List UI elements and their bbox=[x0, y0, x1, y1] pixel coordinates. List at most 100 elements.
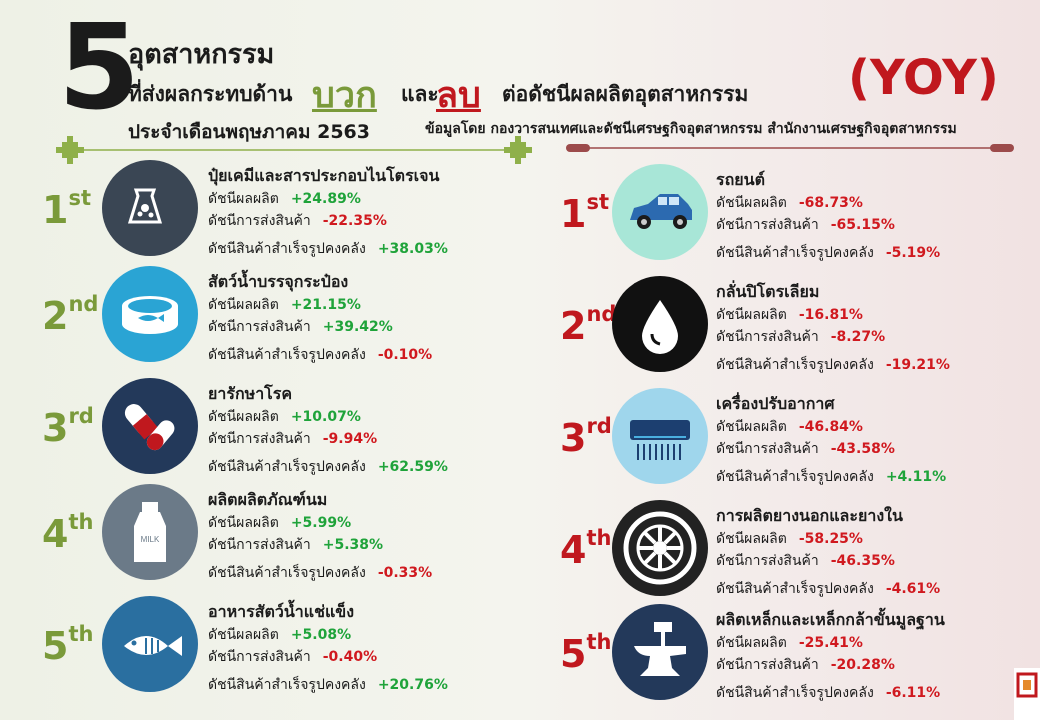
neg-icon-circle-1 bbox=[612, 164, 708, 260]
production-value: +21.15% bbox=[290, 297, 361, 313]
shipment-label: ดัชนีการส่งสินค้า bbox=[208, 431, 311, 447]
headline-month: ประจำเดือนพฤษภาคม 2563 bbox=[128, 121, 370, 143]
inventory-label: ดัชนีสินค้าสำเร็จรูปคงคลัง bbox=[208, 565, 366, 581]
yoy-label: (YOY) bbox=[848, 50, 999, 106]
neg-icon-circle-3 bbox=[612, 388, 708, 484]
neg-industry-title-2: กลั่นปิโตรเลียม bbox=[716, 282, 820, 301]
shipment-label: ดัชนีการส่งสินค้า bbox=[208, 213, 311, 229]
neg-icon-circle-4 bbox=[612, 500, 708, 596]
pos-industry-title-1: ปุ๋ยเคมีและสารประกอบไนโตรเจน bbox=[208, 166, 440, 185]
shipment-value: +39.42% bbox=[322, 319, 393, 335]
shipment-label: ดัชนีการส่งสินค้า bbox=[716, 553, 819, 569]
headline-number: 5 bbox=[58, 0, 141, 136]
neg-production-row-5: ดัชนีผลผลิต -25.41% bbox=[716, 632, 863, 654]
production-value: -68.73% bbox=[798, 195, 863, 211]
rank-number: 4 bbox=[560, 528, 587, 572]
production-value: +5.08% bbox=[290, 627, 352, 643]
neg-inventory-row-1: ดัชนีสินค้าสำเร็จรูปคงคลัง -5.19% bbox=[716, 242, 940, 264]
pos-rank-5: 5th bbox=[42, 622, 94, 666]
production-value: +5.99% bbox=[290, 515, 352, 531]
production-value: +10.07% bbox=[290, 409, 361, 425]
pos-production-row-5: ดัชนีผลผลิต +5.08% bbox=[208, 624, 351, 646]
inventory-label: ดัชนีสินค้าสำเร็จรูปคงคลัง bbox=[716, 685, 874, 701]
neg-inventory-row-3: ดัชนีสินค้าสำเร็จรูปคงคลัง +4.11% bbox=[716, 466, 946, 488]
neg-icon-circle-5 bbox=[612, 604, 708, 700]
rank-number: 2 bbox=[42, 294, 69, 338]
pos-inventory-row-2: ดัชนีสินค้าสำเร็จรูปคงคลัง -0.10% bbox=[208, 344, 432, 366]
fertilizer-bag-icon bbox=[127, 188, 163, 224]
rank-suffix: nd bbox=[68, 292, 99, 316]
neg-shipment-row-4: ดัชนีการส่งสินค้า -46.35% bbox=[716, 550, 895, 572]
production-value: +24.89% bbox=[290, 191, 361, 207]
neg-production-row-3: ดัชนีผลผลิต -46.84% bbox=[716, 416, 863, 438]
inventory-label: ดัชนีสินค้าสำเร็จรูปคงคลัง bbox=[208, 241, 366, 257]
production-label: ดัชนีผลผลิต bbox=[716, 419, 787, 435]
negative-divider bbox=[566, 144, 1014, 152]
shipment-value: -22.35% bbox=[322, 213, 387, 229]
pos-industry-title-3: ยารักษาโรค bbox=[208, 384, 293, 403]
inventory-value: -0.33% bbox=[377, 565, 433, 581]
pos-shipment-row-4: ดัชนีการส่งสินค้า +5.38% bbox=[208, 534, 383, 556]
rank-suffix: th bbox=[68, 510, 94, 534]
production-label: ดัชนีผลผลิต bbox=[208, 515, 279, 531]
production-label: ดัชนีผลผลิต bbox=[716, 531, 787, 547]
inventory-label: ดัชนีสินค้าสำเร็จรูปคงคลัง bbox=[716, 469, 874, 485]
inventory-label: ดัชนีสินค้าสำเร็จรูปคงคลัง bbox=[208, 459, 366, 475]
shipment-label: ดัชนีการส่งสินค้า bbox=[716, 657, 819, 673]
pos-rank-3: 3rd bbox=[42, 404, 94, 450]
neg-industry-title-3: เครื่องปรับอากาศ bbox=[716, 394, 835, 413]
neg-inventory-row-5: ดัชนีสินค้าสำเร็จรูปคงคลัง -6.11% bbox=[716, 682, 940, 704]
neg-shipment-row-5: ดัชนีการส่งสินค้า -20.28% bbox=[716, 654, 895, 676]
rank-suffix: th bbox=[68, 622, 94, 646]
neg-rank-2: 2nd bbox=[560, 304, 616, 346]
rank-number: 1 bbox=[42, 188, 69, 232]
rank-suffix: rd bbox=[586, 414, 612, 438]
inventory-label: ดัชนีสินค้าสำเร็จรูปคงคลัง bbox=[716, 357, 874, 373]
production-label: ดัชนีผลผลิต bbox=[208, 627, 279, 643]
pos-rank-1: 1st bbox=[42, 188, 91, 232]
car-icon bbox=[630, 194, 692, 229]
neg-production-row-4: ดัชนีผลผลิต -58.25% bbox=[716, 528, 863, 550]
rank-suffix: th bbox=[586, 526, 612, 550]
inventory-value: -6.11% bbox=[885, 685, 941, 701]
shipment-value: -0.40% bbox=[322, 649, 378, 665]
rank-number: 5 bbox=[560, 632, 587, 676]
pos-shipment-row-1: ดัชนีการส่งสินค้า -22.35% bbox=[208, 210, 387, 232]
pos-shipment-row-3: ดัชนีการส่งสินค้า -9.94% bbox=[208, 428, 377, 450]
rank-number: 3 bbox=[42, 406, 69, 450]
neg-production-row-1: ดัชนีผลผลิต -68.73% bbox=[716, 192, 863, 214]
neg-industry-title-5: ผลิตเหล็กและเหล็กกล้าขั้นมูลฐาน bbox=[716, 610, 945, 629]
production-value: -46.84% bbox=[798, 419, 863, 435]
production-label: ดัชนีผลผลิต bbox=[208, 409, 279, 425]
shipment-value: -8.27% bbox=[830, 329, 886, 345]
inventory-value: -4.61% bbox=[885, 581, 941, 597]
production-value: -16.81% bbox=[798, 307, 863, 323]
neg-rank-4: 4th bbox=[560, 526, 612, 572]
shipment-value: -43.58% bbox=[830, 441, 895, 457]
rank-suffix: rd bbox=[68, 404, 94, 428]
shipment-value: -46.35% bbox=[830, 553, 895, 569]
pos-production-row-3: ดัชนีผลผลิต +10.07% bbox=[208, 406, 361, 428]
inventory-label: ดัชนีสินค้าสำเร็จรูปคงคลัง bbox=[716, 245, 874, 261]
production-label: ดัชนีผลผลิต bbox=[716, 307, 787, 323]
neg-shipment-row-2: ดัชนีการส่งสินค้า -8.27% bbox=[716, 326, 885, 348]
inventory-value: +4.11% bbox=[885, 469, 947, 485]
pos-icon-circle-3 bbox=[102, 378, 198, 474]
production-value: -25.41% bbox=[798, 635, 863, 651]
neg-inventory-row-2: ดัชนีสินค้าสำเร็จรูปคงคลัง -19.21% bbox=[716, 354, 950, 376]
shipment-value: -20.28% bbox=[830, 657, 895, 673]
pos-rank-4: 4th bbox=[42, 510, 94, 554]
oil-drop-icon bbox=[642, 300, 678, 354]
neg-inventory-row-4: ดัชนีสินค้าสำเร็จรูปคงคลัง -4.61% bbox=[716, 578, 940, 600]
shipment-label: ดัชนีการส่งสินค้า bbox=[208, 319, 311, 335]
pos-rank-2: 2nd bbox=[42, 292, 99, 338]
production-label: ดัชนีผลผลิต bbox=[716, 195, 787, 211]
inventory-value: -0.10% bbox=[377, 347, 433, 363]
pos-industry-title-5: อาหารสัตว์น้ำแช่แข็ง bbox=[208, 602, 355, 621]
pos-inventory-row-1: ดัชนีสินค้าสำเร็จรูปคงคลัง +38.03% bbox=[208, 238, 448, 260]
pos-industry-title-4: ผลิตผลิตภัณฑ์นม bbox=[208, 490, 328, 509]
pos-shipment-row-5: ดัชนีการส่งสินค้า -0.40% bbox=[208, 646, 377, 668]
shipment-label: ดัชนีการส่งสินค้า bbox=[208, 649, 311, 665]
headline-suffix: ต่อดัชนีผลผลิตอุตสาหกรรม bbox=[502, 82, 749, 106]
neg-rank-3: 3rd bbox=[560, 414, 612, 458]
